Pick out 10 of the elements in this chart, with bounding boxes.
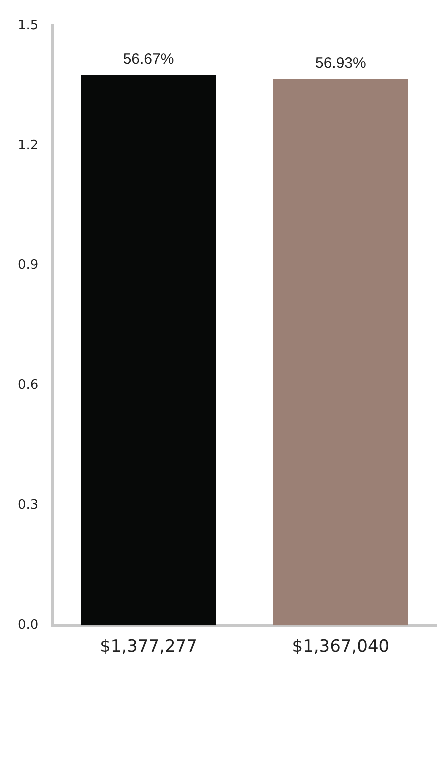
y-tick-label: 0.3 [18,498,39,514]
y-tick-label: 1.5 [18,18,39,34]
annotation: 56.67% [123,50,174,68]
y-tick-label: 0.6 [18,378,39,394]
x-tick-label: $1,367,040 [292,637,390,658]
annotation: 56.93% [315,54,366,72]
y-tick-label: 0.0 [18,618,39,633]
y-tick-label: 1.2 [18,138,39,154]
x-tick-label: $1,377,277 [100,637,198,658]
y-tick-label: 0.9 [18,258,39,274]
